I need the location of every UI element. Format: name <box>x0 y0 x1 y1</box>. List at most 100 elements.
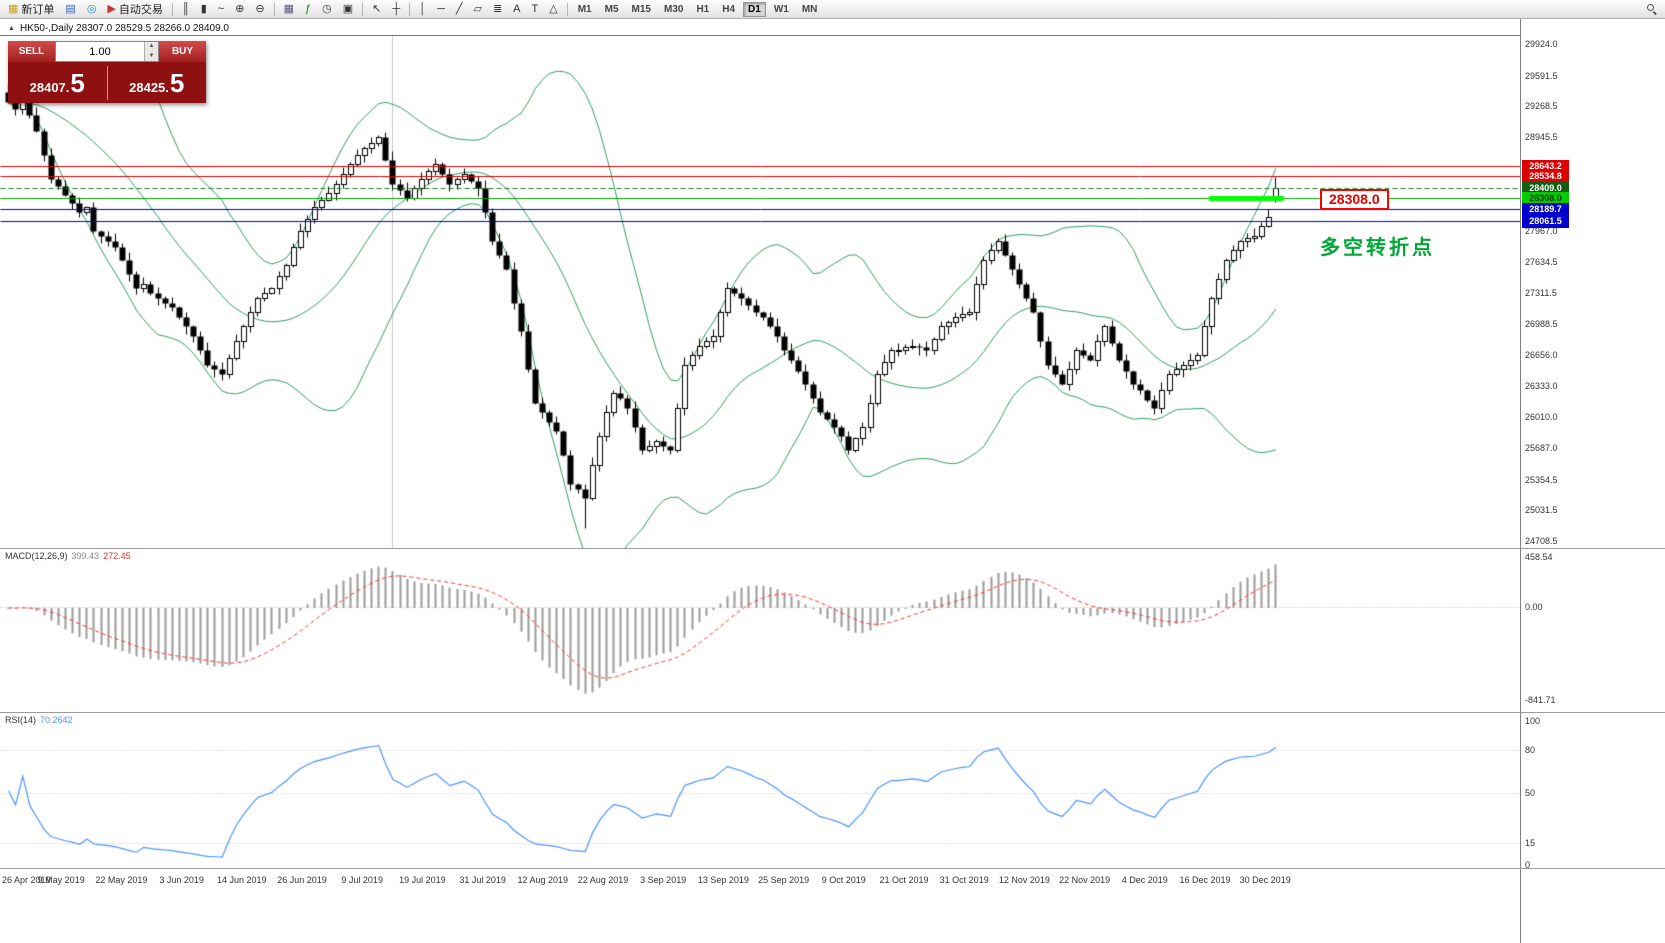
date-axis-label: 22 May 2019 <box>95 875 148 885</box>
timeframe-h1-button[interactable]: H1 <box>696 3 710 15</box>
timeframe-d1-button[interactable]: D1 <box>743 1 766 17</box>
macd-indicator-canvas[interactable] <box>0 548 1520 712</box>
price-axis-tick: 458.54 <box>1525 552 1553 562</box>
label-icon: T <box>531 2 539 15</box>
auto-trading-button-label: 自动交易 <box>118 4 163 16</box>
date-axis-label: 26 Jun 2019 <box>277 875 327 885</box>
bar-chart-button[interactable]: ║ <box>177 0 195 18</box>
panel-divider[interactable] <box>0 712 1665 713</box>
fibonacci-icon: ≣ <box>492 2 503 15</box>
date-axis-label: 31 Jul 2019 <box>459 875 506 885</box>
price-axis-tick: 50 <box>1525 788 1536 798</box>
price-axis-tick: 29268.5 <box>1525 101 1558 111</box>
main-chart-canvas[interactable] <box>0 19 1520 548</box>
date-axis-label: 21 Oct 2019 <box>879 875 929 885</box>
date-axis-label: 12 Nov 2019 <box>998 875 1050 885</box>
date-axis-label: 9 Jul 2019 <box>341 875 383 885</box>
auto-trading-button[interactable]: ▶ 自动交易 <box>102 0 167 18</box>
sell-price-main: 28407. <box>29 79 70 95</box>
periods-button[interactable]: ◷ <box>317 0 337 18</box>
date-axis-label: 3 Jun 2019 <box>159 875 204 885</box>
fibonacci-button[interactable]: ≣ <box>488 0 507 18</box>
indicators-button[interactable]: ƒ <box>300 0 316 18</box>
macd-value: 399.43 <box>71 551 100 561</box>
tile-windows-button[interactable]: ▦ <box>279 0 299 18</box>
rsi-name: RSI(14) <box>5 715 37 725</box>
buy-button[interactable]: BUY <box>159 41 206 62</box>
line-chart-icon: ~ <box>217 2 225 15</box>
price-level-badge: 28061.5 <box>1522 215 1569 228</box>
candlestick-chart-icon: ▮ <box>200 2 207 15</box>
panel-divider[interactable] <box>0 548 1665 549</box>
chart-ohlc-title: HK50-,Daily 28307.0 28529.5 28266.0 2840… <box>19 22 229 34</box>
price-axis-tick: 100 <box>1525 716 1541 726</box>
price-axis[interactable]: 29924.0 29591.5 29268.5 28945.5 27967.0 27634… <box>1520 19 1665 943</box>
text-icon: A <box>513 2 521 15</box>
date-axis-label: 16 Dec 2019 <box>1179 875 1231 885</box>
rsi-value: 70.2642 <box>40 715 73 725</box>
templates-button[interactable]: ▣ <box>338 0 358 18</box>
price-axis-tick: 15 <box>1525 838 1536 848</box>
date-axis-label: 22 Nov 2019 <box>1059 875 1111 885</box>
navigator-button[interactable]: ◎ <box>82 0 102 18</box>
volume-increase-button[interactable]: ▲ <box>145 42 158 52</box>
search-button[interactable] <box>1642 0 1662 18</box>
chart-frame <box>0 35 1520 36</box>
vertical-line-button[interactable]: │ <box>414 0 431 18</box>
label-button[interactable]: T <box>527 0 544 18</box>
price-axis-tick: 25354.5 <box>1525 475 1558 485</box>
navigator-icon: ◎ <box>86 2 97 15</box>
price-level-badge: 28308.0 <box>1522 192 1569 205</box>
panel-divider[interactable] <box>0 868 1665 869</box>
timeframe-h4-button[interactable]: H4 <box>722 3 736 15</box>
date-axis-label: 26 Apr 2019 <box>2 875 51 885</box>
date-axis-label: 14 Jun 2019 <box>217 875 267 885</box>
price-axis-tick: 27311.5 <box>1525 288 1557 298</box>
volume-value[interactable]: 1.00 <box>89 45 111 58</box>
market-watch-button[interactable]: ▤ <box>60 0 80 18</box>
date-axis-label: 31 Oct 2019 <box>939 875 989 885</box>
price-axis-tick: 0 <box>1525 860 1531 870</box>
new-order-button[interactable]: ▦ 新订单 <box>3 0 59 18</box>
timeframe-m5-button[interactable]: M5 <box>604 3 619 15</box>
buy-price[interactable]: 28425. 5 <box>108 70 207 96</box>
timeframe-mn-button[interactable]: MN <box>801 3 818 15</box>
shapes-button[interactable]: △ <box>544 0 562 18</box>
cursor-button[interactable]: ↖ <box>367 0 386 18</box>
volume-decrease-button[interactable]: ▼ <box>145 51 158 61</box>
volume-field[interactable]: 1.00 ▲ ▼ <box>55 41 159 62</box>
trendline-button[interactable]: ╱ <box>451 0 468 18</box>
crosshair-button[interactable]: ┼ <box>387 0 405 18</box>
date-axis[interactable]: 26 Apr 2019 9 May 2019 22 May 2019 3 Jun 20… <box>0 869 1520 943</box>
timeframe-m15-button[interactable]: M15 <box>631 3 651 15</box>
candlestick-chart-button[interactable]: ▮ <box>196 0 212 18</box>
horizontal-line-button[interactable]: ─ <box>432 0 450 18</box>
trendline-icon: ╱ <box>455 2 463 15</box>
timeframe-m1-button[interactable]: M1 <box>577 3 592 15</box>
zoom-in-button[interactable]: ⊕ <box>230 0 249 18</box>
timeframe-m30-button[interactable]: M30 <box>663 3 684 15</box>
sell-button[interactable]: SELL <box>8 41 55 62</box>
price-axis-tick: 28945.5 <box>1525 132 1558 142</box>
zoom-out-button[interactable]: ⊖ <box>250 0 269 18</box>
price-axis-tick: 26333.0 <box>1525 381 1558 391</box>
line-chart-button[interactable]: ~ <box>213 0 229 18</box>
date-axis-label: 9 May 2019 <box>37 875 85 885</box>
rsi-indicator-canvas[interactable] <box>0 712 1520 868</box>
sell-price[interactable]: 28407. 5 <box>8 70 107 96</box>
price-axis-tick: 29924.0 <box>1525 39 1558 49</box>
timeframe-w1-button[interactable]: W1 <box>773 3 789 15</box>
date-axis-label: 4 Dec 2019 <box>1121 875 1168 885</box>
channel-button[interactable]: ▱ <box>468 0 486 18</box>
price-axis-tick: 24708.5 <box>1525 536 1558 546</box>
shapes-icon: △ <box>549 2 558 15</box>
order-panel-divider <box>106 65 108 100</box>
tile-windows-icon: ▦ <box>283 2 295 15</box>
toolbar-separator <box>273 2 275 16</box>
one-click-toggle[interactable]: ▲ <box>8 24 15 32</box>
price-level-badge: 28409.0 <box>1522 182 1569 195</box>
macd-signal-value: 272.45 <box>103 551 131 561</box>
text-button[interactable]: A <box>508 0 525 18</box>
chart-title-row: ▲ HK50-,Daily 28307.0 28529.5 28266.0 28… <box>8 22 229 34</box>
